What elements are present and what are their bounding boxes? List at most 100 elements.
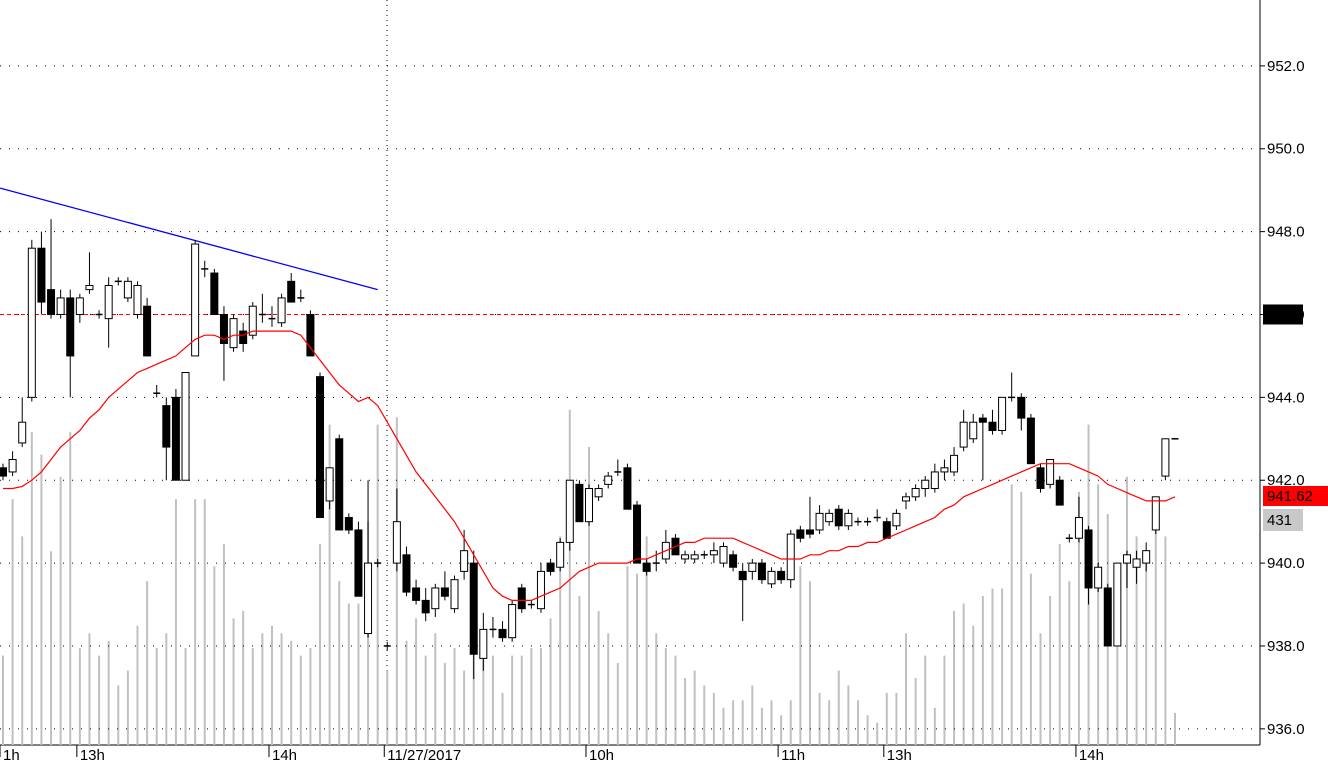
candle-body bbox=[56, 297, 65, 315]
candle-body bbox=[104, 284, 113, 320]
candle-body bbox=[786, 533, 795, 581]
reference-label-box bbox=[1263, 304, 1303, 325]
x-tick-label: 13h bbox=[80, 747, 105, 764]
candle-body bbox=[834, 508, 843, 527]
candle-body bbox=[546, 562, 555, 572]
candle-body bbox=[162, 405, 171, 448]
x-tick-label: 11h bbox=[781, 747, 805, 764]
candle-body bbox=[460, 550, 469, 572]
last-price-label: 941.62 bbox=[1267, 488, 1313, 505]
candle-body bbox=[921, 479, 930, 490]
candle-body bbox=[1161, 438, 1170, 477]
last-price-box bbox=[1263, 485, 1328, 506]
candle-body bbox=[911, 488, 920, 498]
candle-body bbox=[642, 562, 651, 572]
candle-body bbox=[594, 488, 603, 498]
candle-body bbox=[133, 284, 142, 315]
candle-body bbox=[344, 517, 353, 531]
candle-body bbox=[738, 570, 747, 581]
y-tick-label: 950.0 bbox=[1267, 141, 1305, 158]
candle-body bbox=[998, 396, 1007, 432]
candle-body bbox=[469, 562, 478, 655]
x-tick-label: 14h bbox=[272, 747, 297, 764]
candle-body bbox=[143, 305, 152, 357]
candle-body bbox=[1122, 554, 1131, 564]
candle-body bbox=[392, 521, 401, 564]
x-tick-label: 10h bbox=[589, 747, 614, 764]
candle-body bbox=[930, 471, 939, 490]
y-tick-label: 952.0 bbox=[1267, 58, 1305, 75]
candle-body bbox=[1132, 558, 1141, 568]
candle-body bbox=[1142, 550, 1151, 564]
candle-body bbox=[969, 421, 978, 440]
y-tick-label: 946.0 bbox=[1267, 306, 1305, 323]
candle-body bbox=[421, 599, 430, 614]
last-volume-box bbox=[1263, 508, 1303, 531]
candle-body bbox=[767, 570, 776, 585]
candle-body bbox=[306, 313, 315, 357]
candle-body bbox=[729, 554, 738, 568]
candle-body bbox=[633, 504, 642, 564]
candle-body bbox=[277, 297, 286, 324]
candle-body bbox=[536, 570, 545, 610]
candle-body bbox=[844, 512, 853, 527]
candle-body bbox=[287, 280, 296, 303]
candle-body bbox=[123, 280, 132, 299]
candle-body bbox=[709, 550, 718, 556]
y-tick-label: 948.0 bbox=[1267, 224, 1305, 241]
y-tick-label: 940.0 bbox=[1267, 555, 1305, 572]
candle-body bbox=[450, 579, 459, 610]
moving-average bbox=[3, 330, 1176, 601]
candle-body bbox=[681, 554, 690, 560]
candle-body bbox=[85, 284, 94, 291]
candle-body bbox=[18, 421, 27, 444]
y-tick-label: 944.0 bbox=[1267, 389, 1305, 406]
candle-body bbox=[479, 628, 488, 659]
candle-body bbox=[796, 529, 805, 539]
candle-body bbox=[882, 521, 891, 539]
y-tick-label: 942.0 bbox=[1267, 472, 1305, 489]
candle-body bbox=[8, 459, 17, 473]
candle-body bbox=[1151, 496, 1160, 531]
candle-body bbox=[1074, 517, 1083, 539]
candle-body bbox=[171, 396, 180, 481]
candle-body bbox=[239, 330, 248, 344]
candle-body bbox=[575, 483, 584, 523]
candle-body bbox=[1094, 566, 1103, 589]
candle-body bbox=[27, 247, 36, 398]
candle-body bbox=[988, 421, 997, 432]
x-tick-label: 11/27/2017 bbox=[387, 747, 461, 764]
candle-body bbox=[75, 297, 84, 315]
candle-body bbox=[412, 587, 421, 601]
candle-body bbox=[565, 479, 574, 543]
candle-body bbox=[959, 421, 968, 448]
candle-body bbox=[181, 372, 190, 481]
candle-body bbox=[719, 546, 728, 564]
candle-body bbox=[1113, 562, 1122, 647]
candle-body bbox=[1055, 479, 1064, 506]
candle-body bbox=[508, 604, 517, 639]
candle-body bbox=[37, 247, 46, 303]
candle-body bbox=[66, 297, 75, 357]
candle-body bbox=[805, 529, 814, 535]
candle-body bbox=[978, 417, 987, 423]
candle-body bbox=[498, 628, 507, 639]
candle-body bbox=[402, 554, 411, 593]
last-volume-label: 431 bbox=[1267, 512, 1292, 529]
candle-body bbox=[777, 570, 786, 581]
trendline bbox=[0, 187, 378, 291]
candle-body bbox=[757, 562, 766, 581]
candle-body bbox=[623, 467, 632, 510]
x-tick-label: 14h bbox=[1079, 747, 1104, 764]
candle-body bbox=[354, 529, 363, 597]
candle-body bbox=[815, 512, 824, 531]
candle-body bbox=[364, 562, 373, 635]
candle-body bbox=[248, 305, 257, 336]
candle-body bbox=[210, 272, 219, 315]
candle-body bbox=[1084, 529, 1093, 589]
y-tick-label: 936.0 bbox=[1267, 721, 1305, 738]
candle-body bbox=[940, 467, 949, 473]
candle-body bbox=[892, 512, 901, 527]
